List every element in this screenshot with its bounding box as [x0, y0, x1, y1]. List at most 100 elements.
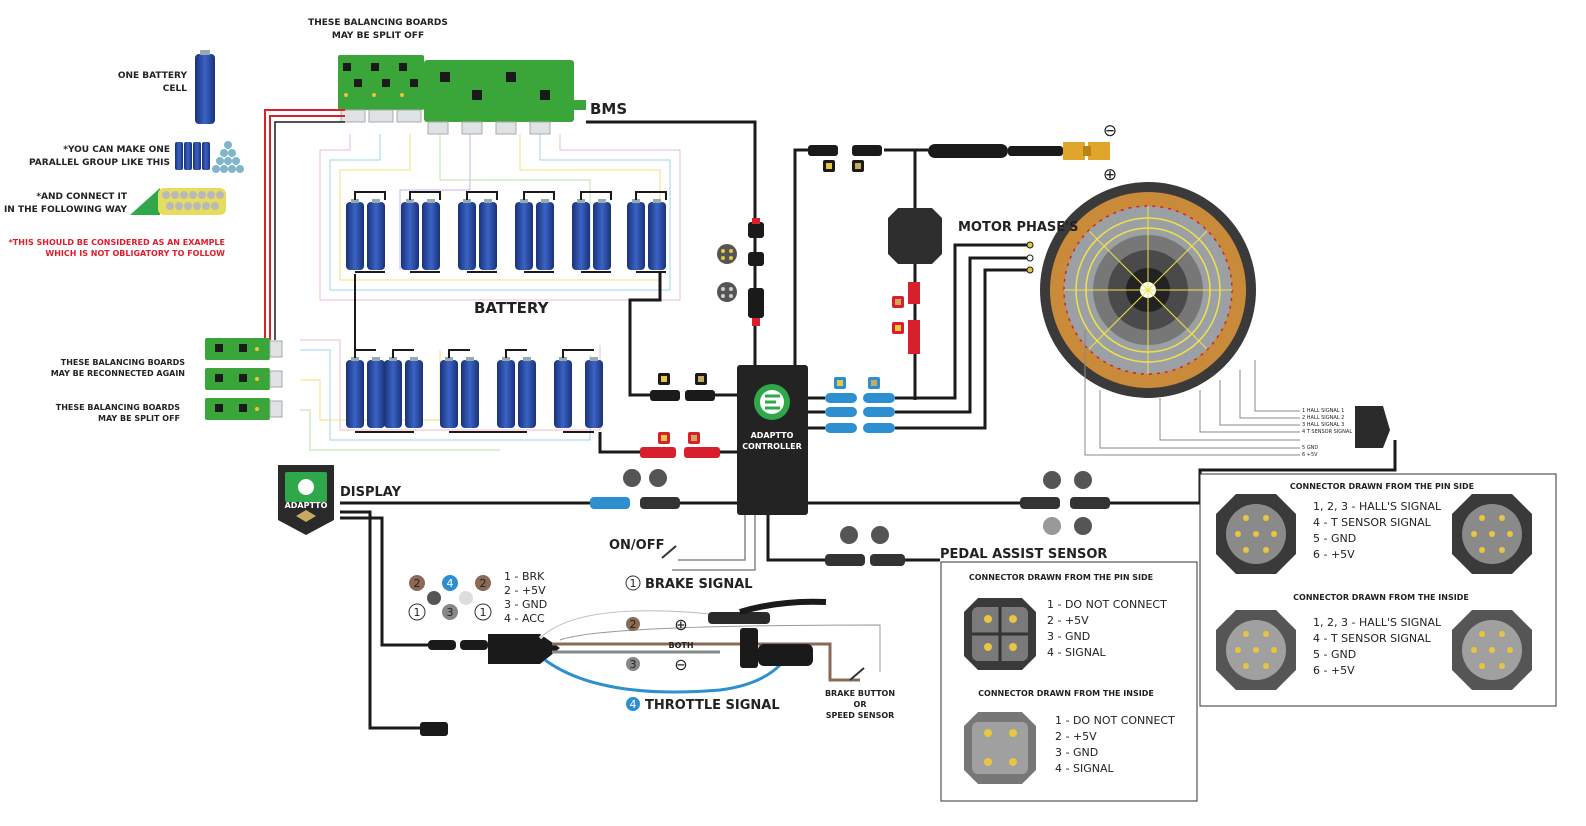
connect-way-label-2: IN THE FOLLOWING WAY: [4, 205, 128, 215]
badge-1-left: 1: [414, 606, 421, 619]
on-off-wire: [661, 515, 756, 571]
badge-1-right: 1: [480, 606, 487, 619]
brake-plus-badge: [626, 617, 640, 631]
main-power-connector: [808, 142, 1110, 172]
pas-connector-box: [940, 561, 1198, 802]
brake-button-label-1: BRAKE BUTTON: [825, 689, 895, 698]
hall-wire-3: 3 HALL SIGNAL 3: [1302, 422, 1344, 428]
battery-label: BATTERY: [474, 299, 550, 317]
hall-inside-title: CONNECTOR DRAWN FROM THE INSIDE: [1293, 593, 1469, 602]
throttle-pin-3: 3 - GND: [504, 598, 547, 611]
hall-plug: [1355, 406, 1390, 448]
minus-icon: ⊖: [674, 655, 687, 674]
balance-leads: [264, 109, 345, 340]
pas-pin-side-title: CONNECTOR DRAWN FROM THE PIN SIDE: [969, 573, 1153, 582]
split-off-label-1: THESE BALANCING BOARDS: [56, 403, 180, 412]
battery-upper-row: [346, 199, 666, 270]
cell-triangle-icon: [212, 141, 244, 173]
controller-brand: ADAPTTO: [751, 431, 794, 440]
hall-wire-2: 2 HALL SIGNAL 2: [1302, 415, 1344, 421]
bms-output-connectors: [717, 218, 764, 326]
hall-connector-box: [1199, 473, 1557, 707]
hub-motor: [1040, 182, 1256, 398]
brake-signal-badge-num: 1: [630, 577, 637, 590]
pas-inside-1: 1 - DO NOT CONNECT: [1055, 714, 1175, 727]
throttle-signal-badge: [626, 697, 640, 711]
display-label: DISPLAY: [340, 485, 402, 500]
brake-signal-badge: [625, 575, 641, 591]
brake-plus-badge-num: 2: [630, 618, 637, 631]
pas-pin-side-4: 4 - SIGNAL: [1047, 646, 1106, 659]
parallel-group-label-1: *YOU CAN MAKE ONE: [63, 145, 170, 155]
pack-connection-icon: [130, 188, 226, 215]
hall-inside-2: 4 - T SENSOR SIGNAL: [1313, 632, 1432, 645]
gnd-badge: [626, 657, 640, 671]
display-cable-connectors: [590, 469, 680, 509]
plus-icon: ⊕: [674, 615, 687, 634]
single-cell-icon: [195, 50, 215, 124]
negative-terminal-icon: ⊖: [1103, 121, 1117, 141]
display-brand: ADAPTTO: [285, 501, 328, 510]
brake-lever: [708, 598, 827, 668]
pas-label: PEDAL ASSIST SENSOR: [940, 547, 1107, 562]
hall-wire-6: 6 +5V: [1302, 452, 1318, 458]
brake-signal-label: BRAKE SIGNAL: [645, 577, 753, 592]
controller-title: CONTROLLER: [742, 442, 802, 451]
side-boards: [204, 337, 283, 421]
display-unit: [278, 465, 334, 535]
throttle-pin-1: 1 - BRK: [504, 570, 545, 583]
hall-pin-side-4: 6 - +5V: [1313, 548, 1355, 561]
hall-pin-side-1: 1, 2, 3 - HALL'S SIGNAL: [1313, 500, 1442, 513]
pas-pin-side-3: 3 - GND: [1047, 630, 1090, 643]
battery-pack: [346, 191, 667, 433]
badge-2-right: 2: [480, 577, 487, 590]
pas-pin-side-2: 2 - +5V: [1047, 614, 1089, 627]
pas-inside-3: 3 - GND: [1055, 746, 1098, 759]
brake-switch: [849, 667, 865, 681]
gnd-badge-num: 3: [630, 658, 637, 671]
hall-wire-1: 1 HALL SIGNAL 1: [1302, 408, 1344, 414]
hall-pin-side-3: 5 - GND: [1313, 532, 1356, 545]
hall-pin-side-title: CONNECTOR DRAWN FROM THE PIN SIDE: [1290, 482, 1474, 491]
connect-way-label-1: *AND CONNECT IT: [36, 192, 128, 202]
battery-power-connectors: [640, 373, 720, 458]
phase-connectors: [825, 377, 895, 433]
throttle-harness: [420, 609, 881, 736]
reconnected-label-2: MAY BE RECONNECTED AGAIN: [51, 369, 185, 378]
hall-cable-connectors: [1020, 471, 1110, 535]
example-note-1: *THIS SHOULD BE CONSIDERED AS AN EXAMPLE: [9, 238, 225, 247]
badge-2-left: 2: [414, 577, 421, 590]
reconnected-label-1: THESE BALANCING BOARDS: [61, 358, 185, 367]
pas-connectors: [825, 526, 905, 566]
throttle-pin-badges: [408, 575, 492, 621]
display-cables: [340, 510, 430, 730]
throttle-pin-2: 2 - +5V: [504, 584, 546, 597]
example-note-2: WHICH IS NOT OBLIGATORY TO FOLLOW: [45, 249, 225, 258]
throttle-signal-badge-num: 4: [630, 698, 637, 711]
hall-wires: [1084, 330, 1300, 456]
legend-panel: ONE BATTERY CELL *YOU CAN MAKE ONE PARAL…: [4, 50, 244, 258]
both-label: BOTH: [668, 641, 693, 650]
on-off-label: ON/OFF: [609, 538, 665, 553]
brake-button-label-2: OR: [854, 700, 867, 709]
badge-3: 3: [447, 606, 454, 619]
parallel-group-icon: [175, 142, 210, 170]
bms-label: BMS: [590, 100, 627, 118]
brake-button-label-3: SPEED SENSOR: [826, 711, 895, 720]
parallel-group-label-2: PARALLEL GROUP LIKE THIS: [29, 158, 170, 168]
badge-4: 4: [447, 577, 454, 590]
hall-inside-4: 6 - +5V: [1313, 664, 1355, 677]
motor-phases-label: MOTOR PHASE'S: [958, 220, 1079, 235]
top-boards-label-1: THESE BALANCING BOARDS: [308, 18, 448, 28]
positive-terminal-icon: ⊕: [1103, 165, 1117, 185]
hall-wire-labels: 1 HALL SIGNAL 1 2 HALL SIGNAL 2 3 HALL S…: [1302, 408, 1352, 458]
controller: [737, 365, 808, 515]
hall-wire-4: 4 T SENSOR SIGNAL: [1302, 429, 1352, 435]
pas-inside-title: CONNECTOR DRAWN FROM THE INSIDE: [978, 689, 1154, 698]
throttle-pin-4: 4 - ACC: [504, 612, 545, 625]
phase-lead-plugs: [1026, 241, 1034, 274]
hall-inside-3: 5 - GND: [1313, 648, 1356, 661]
throttle-signal-label: THROTTLE SIGNAL: [645, 698, 780, 713]
hall-pin-side-2: 4 - T SENSOR SIGNAL: [1313, 516, 1432, 529]
battery-lower-row: [346, 357, 603, 428]
